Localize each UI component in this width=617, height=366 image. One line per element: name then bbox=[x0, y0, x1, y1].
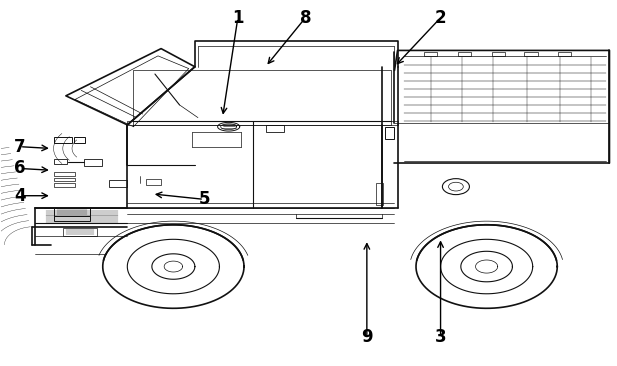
Bar bbox=[54, 172, 75, 176]
Text: 6: 6 bbox=[14, 160, 25, 178]
Bar bbox=[265, 125, 284, 132]
Bar bbox=[85, 159, 102, 165]
Bar bbox=[54, 183, 75, 187]
Text: 1: 1 bbox=[232, 9, 244, 27]
Bar bbox=[458, 52, 471, 56]
Bar bbox=[524, 52, 537, 56]
Bar bbox=[146, 179, 161, 185]
Bar bbox=[376, 183, 383, 205]
Bar bbox=[492, 52, 505, 56]
Bar bbox=[54, 178, 75, 181]
Text: 7: 7 bbox=[14, 138, 26, 156]
Bar bbox=[54, 137, 72, 143]
Circle shape bbox=[442, 179, 470, 195]
Text: 3: 3 bbox=[435, 328, 446, 346]
Bar bbox=[54, 159, 67, 164]
Text: 5: 5 bbox=[198, 190, 210, 208]
Bar bbox=[54, 216, 91, 221]
Bar bbox=[109, 180, 127, 187]
Bar bbox=[63, 228, 97, 236]
Text: 2: 2 bbox=[435, 9, 446, 27]
Bar bbox=[424, 52, 437, 56]
Bar bbox=[384, 127, 394, 139]
Text: 8: 8 bbox=[300, 9, 311, 27]
Bar bbox=[558, 52, 571, 56]
Bar bbox=[74, 137, 85, 143]
Text: 4: 4 bbox=[14, 187, 26, 205]
Bar bbox=[54, 208, 91, 216]
Text: 9: 9 bbox=[361, 328, 373, 346]
